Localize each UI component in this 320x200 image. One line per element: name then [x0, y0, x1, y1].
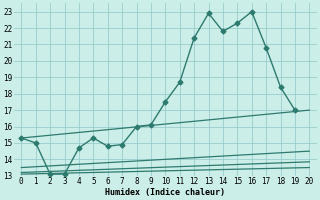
X-axis label: Humidex (Indice chaleur): Humidex (Indice chaleur) — [105, 188, 225, 197]
